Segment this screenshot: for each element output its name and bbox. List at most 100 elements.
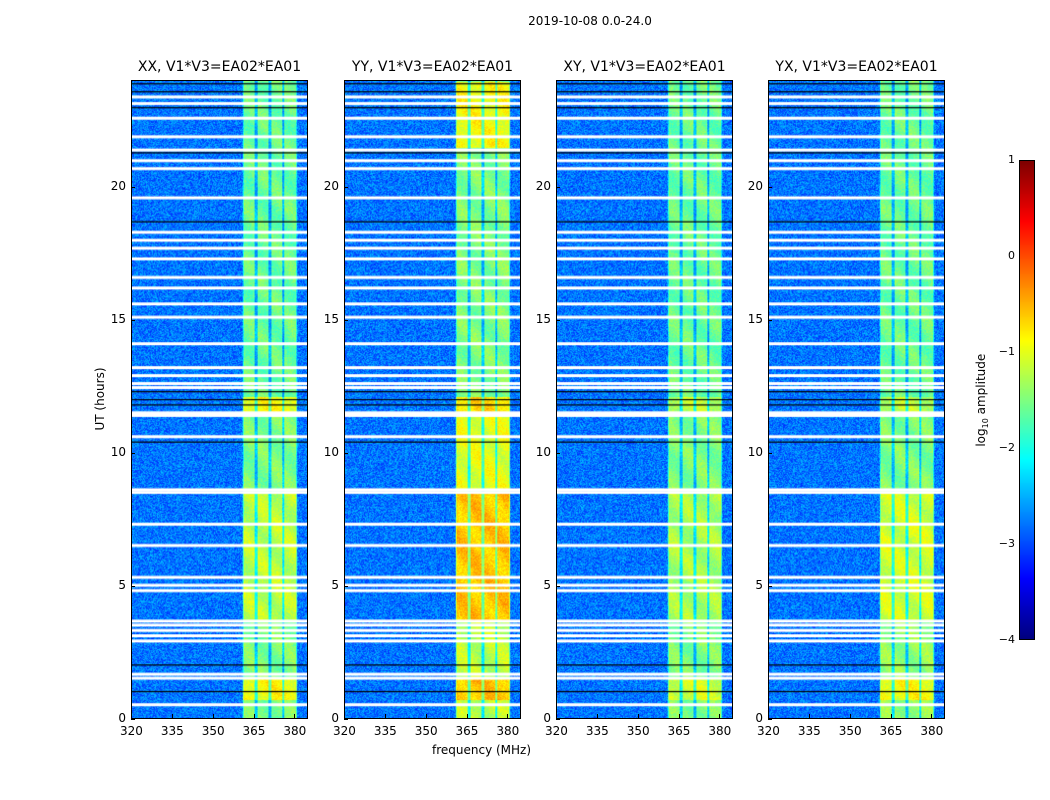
- y-tick-label: 15: [323, 311, 339, 326]
- y-tick-mark: [344, 719, 348, 720]
- heatmap-panel-1: [131, 80, 308, 719]
- x-tick-label: 380: [496, 724, 520, 738]
- y-tick-mark: [131, 719, 135, 720]
- y-tick-label: 10: [747, 444, 763, 459]
- x-tick-mark: [171, 714, 173, 718]
- heatmap-image: [769, 81, 944, 718]
- y-tick-label: 0: [118, 711, 126, 725]
- x-tick-mark: [637, 714, 639, 718]
- x-tick-label: 365: [879, 724, 903, 738]
- x-tick-label: 335: [585, 724, 609, 738]
- y-tick-mark: [768, 585, 772, 587]
- colorbar-tick-label: −3: [998, 537, 1015, 550]
- y-tick-label: 20: [110, 178, 126, 193]
- colorbar-label-rest: amplitude: [973, 353, 988, 419]
- x-tick-label: 335: [797, 724, 821, 738]
- x-axis-label: frequency (MHz): [432, 743, 532, 757]
- colorbar-label-sub: 10: [981, 418, 991, 429]
- y-tick-label: 15: [110, 311, 126, 326]
- y-tick-label: 10: [110, 444, 126, 459]
- colorbar-tick-label: −2: [998, 441, 1015, 454]
- heatmap-image: [345, 81, 520, 718]
- x-tick-mark: [556, 714, 557, 718]
- panel-title-3: XY, V1*V3=EA02*EA01: [563, 59, 726, 75]
- y-tick-mark: [131, 585, 135, 587]
- y-tick-label: 10: [535, 444, 551, 459]
- colorbar-tick-label: −1: [998, 345, 1015, 358]
- x-tick-label: 320: [120, 724, 143, 738]
- x-tick-mark: [466, 714, 468, 718]
- heatmap-image: [132, 81, 307, 718]
- y-tick-label: 10: [323, 444, 339, 459]
- x-tick-label: 380: [920, 724, 944, 738]
- y-tick-mark: [768, 186, 772, 188]
- y-tick-label: 5: [331, 577, 339, 592]
- y-tick-mark: [556, 319, 560, 321]
- x-tick-mark: [678, 714, 680, 718]
- y-tick-mark: [556, 186, 560, 188]
- x-tick-mark: [931, 714, 933, 718]
- x-tick-mark: [596, 714, 598, 718]
- y-tick-label: 20: [323, 178, 339, 193]
- colorbar: [1019, 160, 1035, 640]
- y-tick-mark: [556, 719, 560, 720]
- y-tick-label: 0: [755, 711, 763, 725]
- x-tick-label: 320: [545, 724, 568, 738]
- colorbar-label-main: log: [973, 428, 988, 447]
- x-tick-label: 365: [455, 724, 479, 738]
- y-tick-mark: [131, 319, 135, 321]
- panel-title-4: YX, V1*V3=EA02*EA01: [775, 59, 938, 75]
- y-tick-label: 5: [118, 577, 126, 592]
- y-tick-mark: [131, 452, 135, 454]
- y-tick-mark: [344, 186, 348, 188]
- x-tick-mark: [768, 714, 769, 718]
- x-tick-mark: [425, 714, 427, 718]
- y-tick-mark: [768, 719, 772, 720]
- y-tick-mark: [768, 452, 772, 454]
- y-tick-label: 5: [543, 577, 551, 592]
- x-tick-mark: [849, 714, 851, 718]
- y-tick-label: 20: [535, 178, 551, 193]
- x-tick-label: 350: [414, 724, 438, 738]
- x-tick-label: 320: [757, 724, 780, 738]
- y-tick-mark: [344, 585, 348, 587]
- y-tick-label: 5: [755, 577, 763, 592]
- x-tick-mark: [253, 714, 255, 718]
- y-tick-label: 15: [535, 311, 551, 326]
- x-tick-label: 335: [373, 724, 397, 738]
- x-tick-label: 350: [201, 724, 225, 738]
- colorbar-tick-label: 0: [1008, 249, 1015, 262]
- y-tick-label: 15: [747, 311, 763, 326]
- y-tick-mark: [344, 452, 348, 454]
- y-tick-mark: [344, 319, 348, 321]
- y-tick-label: 20: [747, 178, 763, 193]
- x-tick-mark: [212, 714, 214, 718]
- x-tick-mark: [890, 714, 892, 718]
- x-tick-mark: [344, 714, 345, 718]
- x-tick-label: 320: [333, 724, 356, 738]
- panel-title-2: YY, V1*V3=EA02*EA01: [351, 59, 514, 75]
- y-tick-label: 0: [543, 711, 551, 725]
- y-tick-mark: [131, 186, 135, 188]
- y-tick-mark: [768, 319, 772, 321]
- y-tick-mark: [556, 585, 560, 587]
- x-tick-label: 365: [242, 724, 266, 738]
- x-tick-label: 335: [160, 724, 184, 738]
- heatmap-panel-2: [344, 80, 521, 719]
- colorbar-gradient: [1020, 161, 1034, 639]
- x-tick-label: 380: [283, 724, 307, 738]
- x-tick-mark: [131, 714, 132, 718]
- x-tick-mark: [808, 714, 810, 718]
- x-tick-label: 380: [708, 724, 732, 738]
- y-tick-mark: [556, 452, 560, 454]
- x-tick-label: 365: [667, 724, 691, 738]
- colorbar-tick-label: 1: [1008, 153, 1015, 166]
- x-tick-mark: [719, 714, 721, 718]
- x-tick-label: 350: [838, 724, 862, 738]
- colorbar-label: log10 amplitude: [974, 350, 990, 450]
- x-tick-mark: [294, 714, 296, 718]
- x-tick-mark: [507, 714, 509, 718]
- heatmap-panel-4: [768, 80, 945, 719]
- x-tick-label: 350: [626, 724, 650, 738]
